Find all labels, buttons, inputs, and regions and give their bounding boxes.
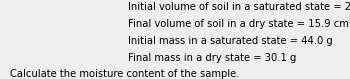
- Text: Initial mass in a saturated state = 44.0 g: Initial mass in a saturated state = 44.0…: [128, 36, 332, 46]
- Text: Initial volume of soil in a saturated state = 24.6 cm³: Initial volume of soil in a saturated st…: [128, 2, 350, 12]
- Text: Final mass in a dry state = 30.1 g: Final mass in a dry state = 30.1 g: [128, 53, 296, 63]
- Text: Calculate the moisture content of the sample.: Calculate the moisture content of the sa…: [10, 69, 240, 79]
- Text: Final volume of soil in a dry state = 15.9 cm³: Final volume of soil in a dry state = 15…: [128, 19, 350, 29]
